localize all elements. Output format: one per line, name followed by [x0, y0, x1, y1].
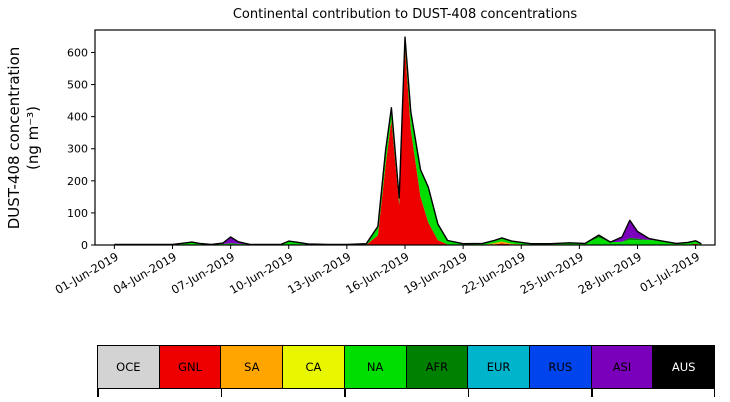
y-tick-label: 0	[81, 239, 88, 252]
x-tick-label: 13-Jun-2019	[285, 249, 353, 297]
y-tick-label: 600	[67, 46, 88, 59]
x-tick-label: 25-Jun-2019	[518, 249, 586, 297]
x-tick-label: 01-Jul-2019	[637, 249, 702, 294]
legend-item-label: SA	[244, 360, 260, 374]
legend-item-GNL: GNL	[159, 346, 222, 388]
x-tick-label: 28-Jun-2019	[576, 249, 644, 297]
x-tick-label: 01-Jun-2019	[53, 249, 121, 297]
legend-item-NA: NA	[344, 346, 407, 388]
x-axis: 01-Jun-201904-Jun-201907-Jun-201910-Jun-…	[53, 245, 702, 297]
legend: OCE GNL SA CA NA AFR EUR RUS ASI AUS	[97, 345, 715, 389]
legend-item-label: EUR	[486, 360, 511, 374]
y-tick-label: 400	[67, 111, 88, 124]
legend-item-label: AFR	[425, 360, 449, 374]
legend-item-label: RUS	[548, 360, 573, 374]
x-tick-label: 07-Jun-2019	[169, 249, 237, 297]
legend-item-label: CA	[305, 360, 322, 374]
x-tick-label: 19-Jun-2019	[401, 249, 469, 297]
legend-item-CA: CA	[283, 346, 345, 388]
legend-item-label: ASI	[612, 360, 632, 374]
legend-item-label: GNL	[178, 360, 203, 374]
legend-tick	[97, 389, 99, 397]
legend-tick	[713, 389, 715, 397]
area-series-GNL	[114, 47, 702, 245]
legend-tick	[220, 389, 223, 397]
legend-tick	[591, 389, 593, 397]
y-tick-label: 100	[67, 207, 88, 220]
x-tick-label: 16-Jun-2019	[343, 249, 411, 297]
legend-item-ASI: ASI	[591, 346, 654, 388]
legend-item-AUS: AUS	[653, 346, 715, 388]
legend-item-AFR: AFR	[406, 346, 469, 388]
y-axis: 0 100 200 300 400 500 600	[67, 46, 95, 252]
legend-tick	[344, 389, 346, 397]
y-tick-label: 200	[67, 175, 88, 188]
chart-plot: 0 100 200 300 400 500 600 01-Jun-201904-Jun-201…	[53, 29, 716, 297]
legend-item-label: AUS	[671, 360, 696, 374]
legend-item-SA: SA	[221, 346, 284, 388]
legend-item-label: NA	[366, 360, 384, 374]
y-tick-label: 300	[67, 143, 88, 156]
legend-item-label: OCE	[116, 360, 141, 374]
x-tick-label: 04-Jun-2019	[111, 249, 179, 297]
x-tick-label: 22-Jun-2019	[459, 249, 527, 297]
legend-tick	[467, 389, 470, 397]
chart-title: Continental contribution to DUST-408 con…	[232, 7, 578, 22]
legend-item-OCE: OCE	[98, 346, 160, 388]
y-tick-label: 500	[67, 79, 88, 92]
legend-item-RUS: RUS	[529, 346, 592, 388]
x-tick-label: 10-Jun-2019	[227, 249, 295, 297]
legend-axis-ticks	[97, 389, 715, 398]
total-outline	[114, 36, 702, 246]
legend-item-EUR: EUR	[468, 346, 530, 388]
